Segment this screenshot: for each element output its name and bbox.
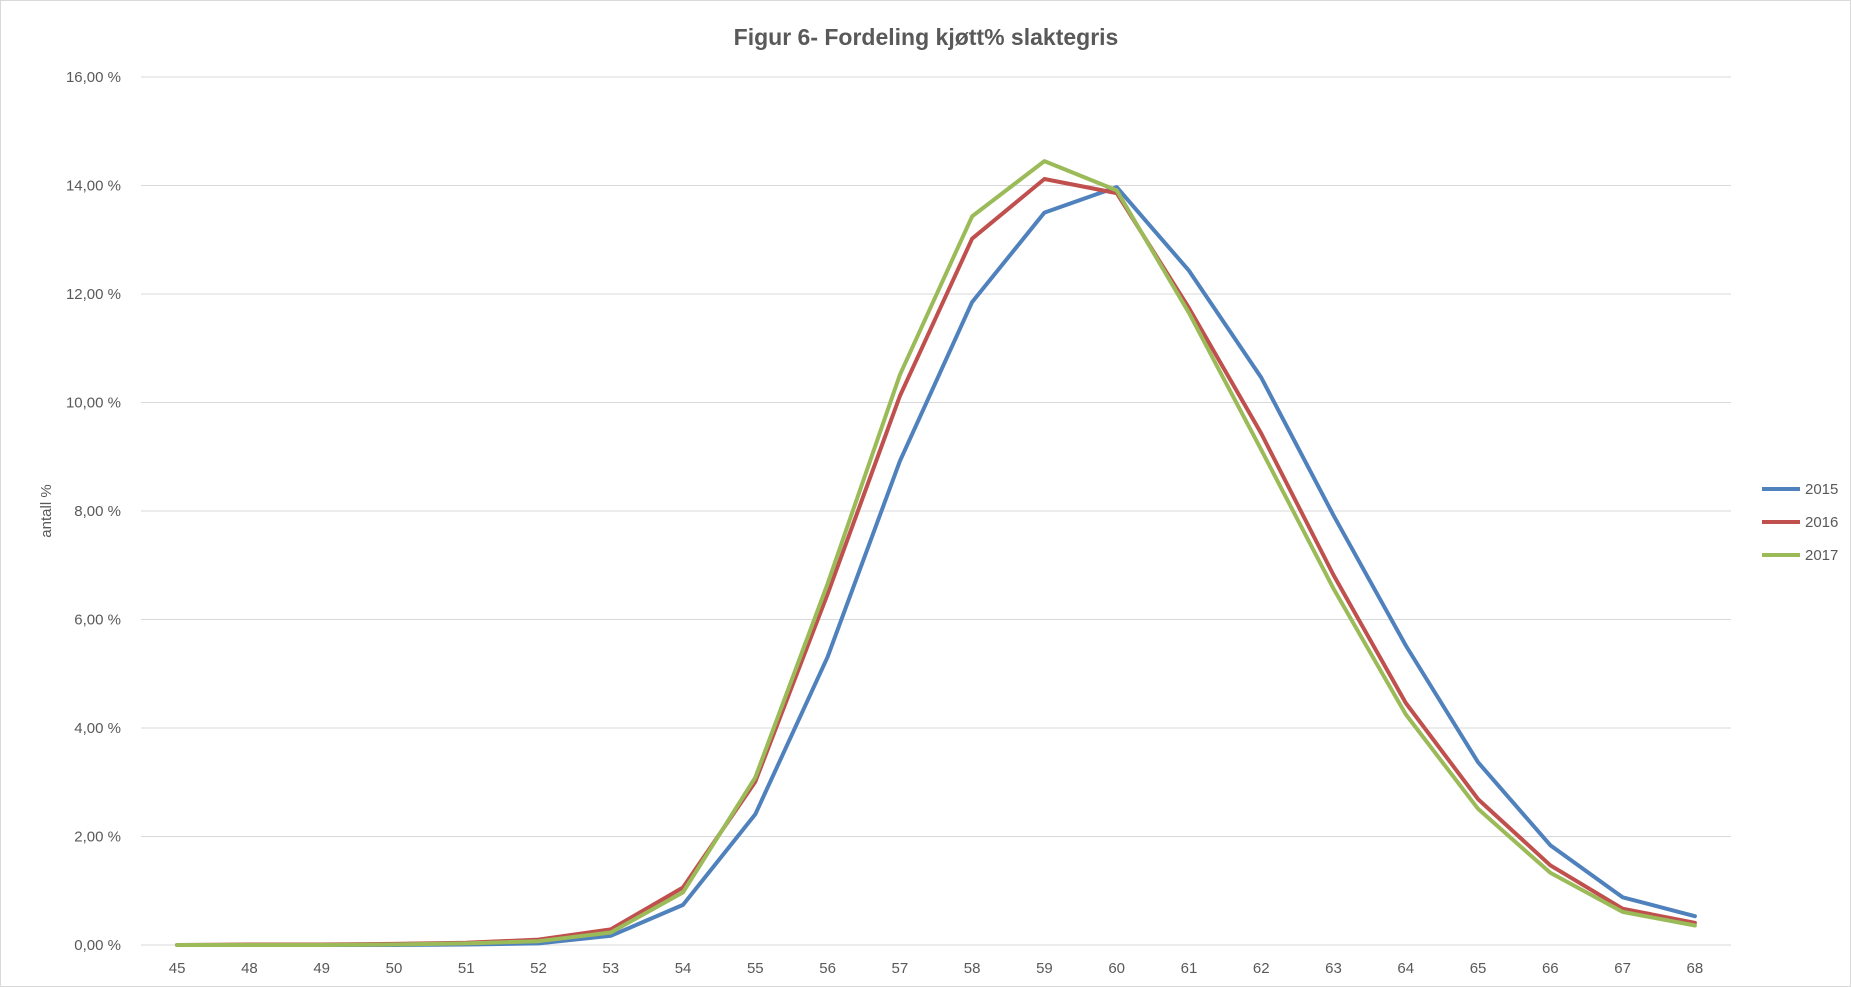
x-tick-label: 66: [1542, 960, 1559, 977]
x-tick-label: 54: [675, 960, 692, 977]
y-axis-ticks: 0,00 % 2,00 % 4,00 % 6,00 % 8,00 % 10,00 % 12,…: [66, 69, 121, 954]
x-tick-label: 65: [1470, 960, 1487, 977]
x-tick-label: 59: [1036, 960, 1053, 977]
x-tick-label: 64: [1397, 960, 1414, 977]
series-line-2015: [175, 185, 1697, 947]
x-tick-label: 62: [1253, 960, 1270, 977]
legend-item-2017: 2017: [1762, 547, 1838, 564]
y-tick-label: 12,00 %: [66, 286, 121, 303]
y-tick-label: 2,00 %: [74, 829, 121, 846]
x-tick-label: 51: [458, 960, 475, 977]
x-tick-label: 52: [530, 960, 547, 977]
x-tick-label: 67: [1614, 960, 1631, 977]
x-tick-label: 55: [747, 960, 764, 977]
y-axis-title: antall %: [38, 484, 55, 537]
legend-label: 2015: [1805, 481, 1838, 498]
y-tick-label: 4,00 %: [74, 720, 121, 737]
x-tick-label: 60: [1108, 960, 1125, 977]
y-tick-label: 10,00 %: [66, 395, 121, 412]
x-tick-label: 50: [386, 960, 403, 977]
x-tick-label: 63: [1325, 960, 1342, 977]
legend-item-2016: 2016: [1762, 514, 1838, 531]
x-tick-label: 57: [892, 960, 909, 977]
y-tick-label: 14,00 %: [66, 178, 121, 195]
x-tick-label: 48: [241, 960, 258, 977]
x-tick-label: 61: [1181, 960, 1198, 977]
series-lines: [175, 159, 1697, 947]
series-line-2017: [175, 159, 1697, 947]
y-tick-label: 6,00 %: [74, 612, 121, 629]
x-tick-label: 53: [602, 960, 619, 977]
chart-title: Figur 6- Fordeling kjøtt% slaktegris: [734, 24, 1119, 50]
y-tick-label: 8,00 %: [74, 503, 121, 520]
x-tick-label: 58: [964, 960, 981, 977]
x-tick-label: 49: [313, 960, 330, 977]
y-tick-label: 0,00 %: [74, 937, 121, 954]
legend-item-2015: 2015: [1762, 481, 1838, 498]
x-tick-label: 45: [169, 960, 186, 977]
x-axis-ticks: 45 48 49 50 51 52 53 54 55 56 57 58 59 60 61 62 63 64 65 66…: [169, 960, 1703, 977]
x-tick-label: 68: [1687, 960, 1704, 977]
legend-label: 2017: [1805, 547, 1838, 564]
gridlines: [141, 76, 1731, 946]
legend-label: 2016: [1805, 514, 1838, 531]
x-tick-label: 56: [819, 960, 836, 977]
legend: 2015 2016 2017: [1762, 481, 1838, 564]
y-tick-label: 16,00 %: [66, 69, 121, 86]
